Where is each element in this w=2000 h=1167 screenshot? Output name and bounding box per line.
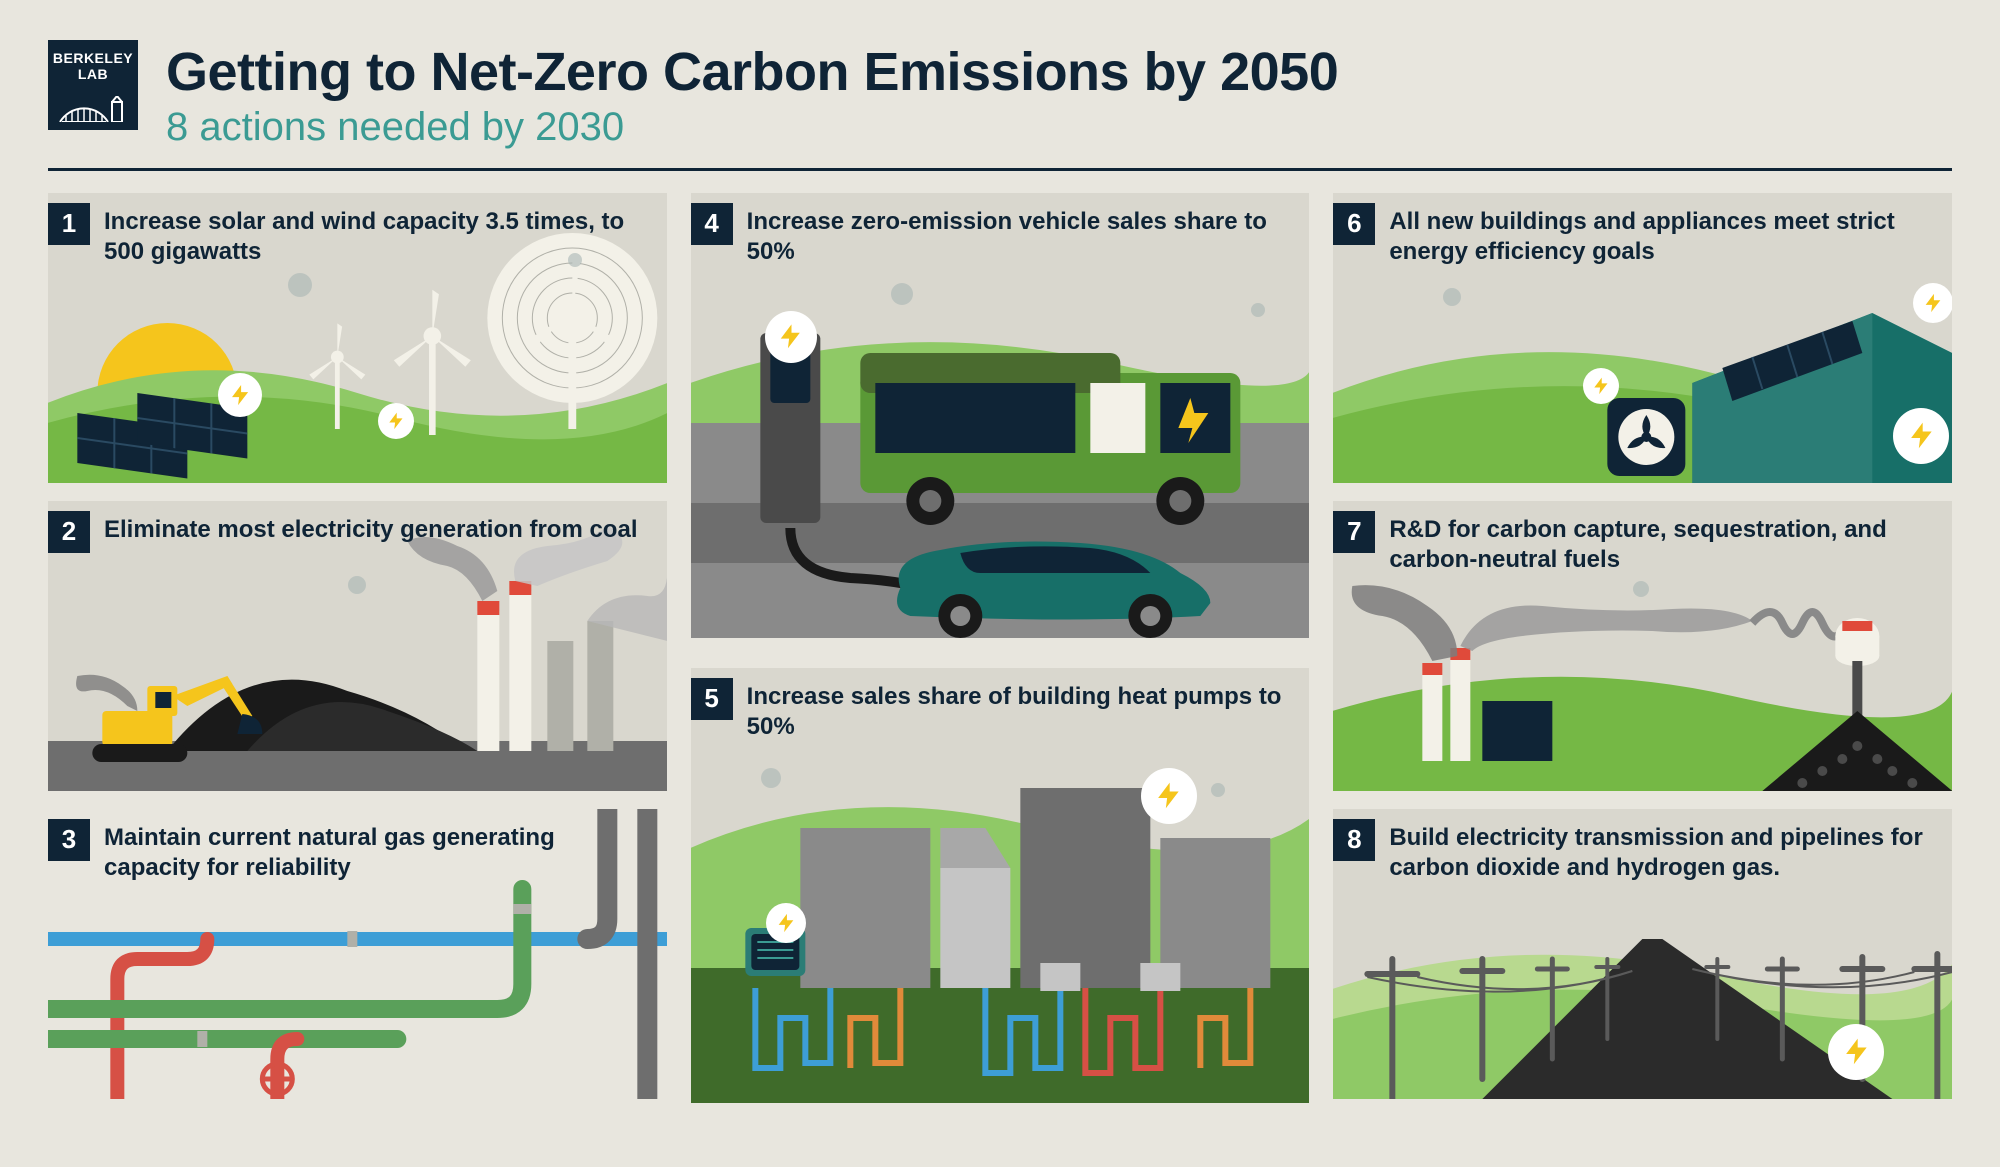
subtitle: 8 actions needed by 2030	[166, 105, 1338, 150]
card-transmission: 8 Build electricity transmission and pip…	[1333, 809, 1952, 1099]
logo-text: BERKELEYLAB	[53, 50, 133, 82]
card-title: Increase zero-emission vehicle sales sha…	[747, 203, 1296, 267]
card-number: 8	[1333, 819, 1375, 861]
bolt-icon	[378, 403, 414, 439]
card-ev: 4 Increase zero-emission vehicle sales s…	[691, 193, 1310, 638]
card-buildings: 6 All new buildings and appliances meet …	[1333, 193, 1952, 483]
bolt-icon	[1141, 768, 1197, 824]
cards-grid: 1 Increase solar and wind capacity 3.5 t…	[48, 193, 1952, 1103]
bolt-icon	[1828, 1024, 1884, 1080]
bolt-icon	[766, 903, 806, 943]
card-solar-wind: 1 Increase solar and wind capacity 3.5 t…	[48, 193, 667, 483]
card-number: 6	[1333, 203, 1375, 245]
bolt-icon	[1893, 408, 1949, 464]
card-number: 1	[48, 203, 90, 245]
card-coal: 2 Eliminate most electricity generation …	[48, 501, 667, 791]
card-title: Eliminate most electricity generation fr…	[104, 511, 637, 545]
bolt-icon	[765, 311, 817, 363]
card-title: Increase sales share of building heat pu…	[747, 678, 1296, 742]
logo-building-icon	[58, 96, 128, 122]
main-title: Getting to Net-Zero Carbon Emissions by …	[166, 44, 1338, 101]
bolt-icon	[1913, 283, 1952, 323]
card-title: All new buildings and appliances meet st…	[1389, 203, 1938, 267]
card-title: Maintain current natural gas generating …	[104, 819, 653, 883]
card-natural-gas: 3 Maintain current natural gas generatin…	[48, 809, 667, 1099]
card-number: 4	[691, 203, 733, 245]
header: BERKELEYLAB Getting to Net-Zero Carbon E…	[48, 40, 1952, 150]
card-carbon-capture: 7 R&D for carbon capture, sequestration,…	[1333, 501, 1952, 791]
card-number: 7	[1333, 511, 1375, 553]
card-title: Increase solar and wind capacity 3.5 tim…	[104, 203, 653, 267]
card-title: Build electricity transmission and pipel…	[1389, 819, 1938, 883]
card-heat-pumps: 5 Increase sales share of building heat …	[691, 668, 1310, 1103]
divider	[48, 168, 1952, 171]
bolt-icon	[1583, 368, 1619, 404]
card-number: 2	[48, 511, 90, 553]
titles: Getting to Net-Zero Carbon Emissions by …	[166, 40, 1338, 150]
card-title: R&D for carbon capture, sequestration, a…	[1389, 511, 1938, 575]
card-number: 5	[691, 678, 733, 720]
bolt-icon	[218, 373, 262, 417]
card-number: 3	[48, 819, 90, 861]
berkeley-lab-logo: BERKELEYLAB	[48, 40, 138, 130]
